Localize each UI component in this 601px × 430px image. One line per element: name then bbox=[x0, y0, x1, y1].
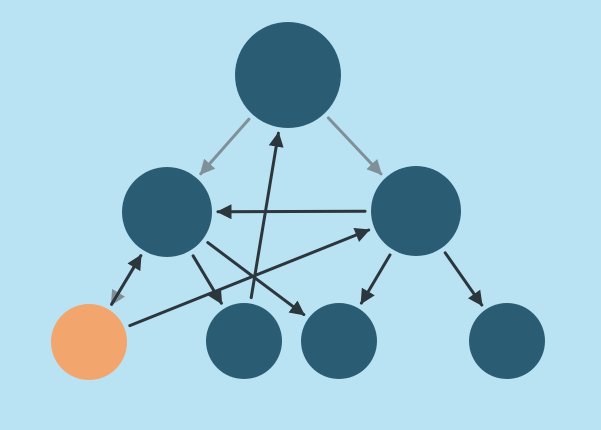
edge-leaf-1-to-mid-left bbox=[110, 254, 143, 306]
node-mid-right bbox=[371, 166, 461, 256]
node-leaf-2 bbox=[206, 303, 282, 379]
edges-layer bbox=[110, 116, 484, 328]
node-root bbox=[235, 22, 341, 128]
node-mid-left bbox=[122, 167, 212, 257]
edge-mid-right-to-leaf-4 bbox=[443, 251, 484, 307]
node-leaf-4 bbox=[469, 303, 545, 379]
edge-mid-left-to-leaf-3 bbox=[206, 241, 306, 317]
edge-mid-right-to-mid-left bbox=[216, 204, 367, 220]
edge-mid-right-to-leaf-3 bbox=[359, 253, 392, 305]
edge-mid-left-to-leaf-2 bbox=[191, 254, 223, 305]
edge-leaf-1-to-mid-right bbox=[128, 228, 371, 328]
edge-leaf-2-to-root bbox=[249, 131, 284, 300]
edge-root-to-mid-left bbox=[199, 117, 251, 176]
node-leaf-1 bbox=[51, 304, 127, 380]
node-leaf-3 bbox=[301, 303, 377, 379]
edge-root-to-mid-right bbox=[326, 116, 383, 176]
nodes-layer bbox=[51, 22, 545, 380]
